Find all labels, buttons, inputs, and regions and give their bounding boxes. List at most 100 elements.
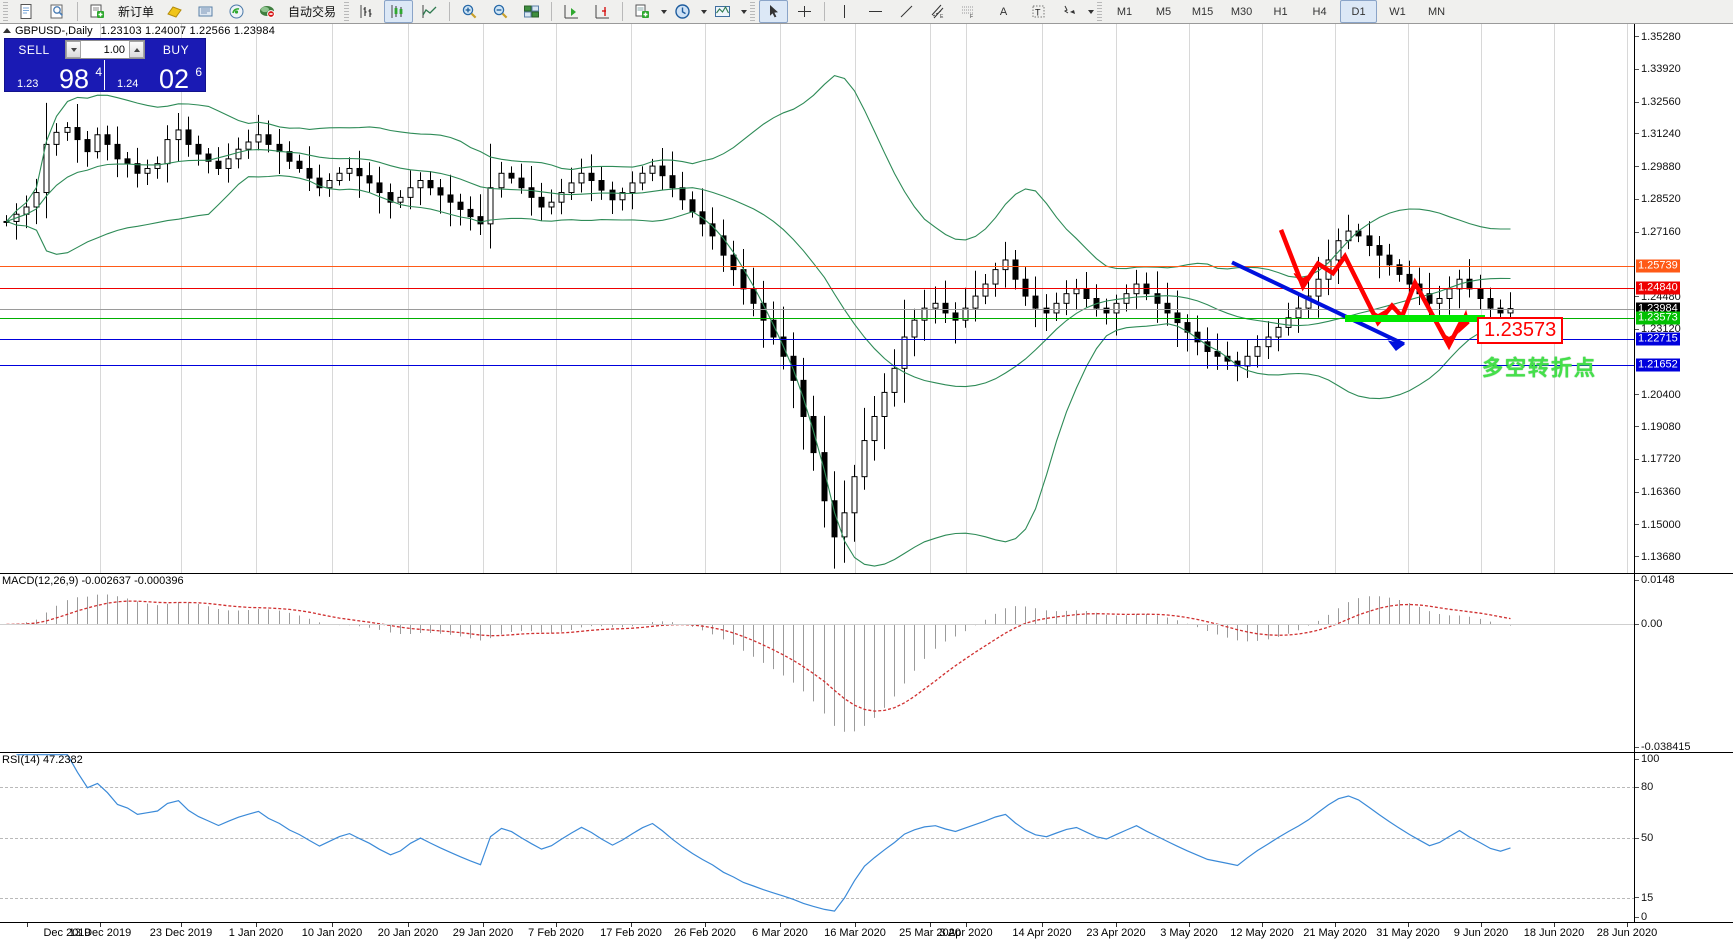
time-tick [1116, 923, 1117, 927]
chart-path [6, 74, 1511, 279]
open-chart-icon[interactable] [43, 0, 72, 23]
templates-icon[interactable] [708, 0, 737, 23]
candle-body [1002, 259, 1009, 271]
macd-plot-area[interactable] [0, 574, 1635, 753]
trendline-icon[interactable] [892, 0, 921, 23]
cursor-icon[interactable] [759, 0, 789, 23]
indicators-icon[interactable] [628, 0, 657, 23]
time-label: 3 May 2020 [1160, 927, 1218, 939]
timeframe-h4[interactable]: H4 [1312, 5, 1327, 18]
equidistant-channel-icon[interactable]: E [923, 0, 952, 23]
price-level-tag[interactable]: 1.25739 [1636, 259, 1680, 273]
zoom-in-icon[interactable] [455, 0, 484, 23]
candle-body [952, 312, 959, 321]
price-level-tag[interactable]: 1.23984 [1636, 302, 1680, 316]
chart-path [6, 175, 1511, 567]
candle-body [1366, 235, 1373, 247]
toolbar-grip-2[interactable] [344, 2, 350, 21]
new-order-icon[interactable] [83, 0, 112, 23]
text-icon[interactable]: A [999, 5, 1008, 18]
sell-price[interactable]: 1.23 98 4 [5, 60, 105, 93]
candlestick-chart-icon[interactable] [384, 0, 414, 23]
candle-body [962, 307, 969, 321]
bar-chart-icon[interactable] [353, 0, 382, 23]
chinese-note-annotation[interactable]: 多空转折点 [1482, 356, 1597, 380]
time-label: 6 Mar 2020 [752, 927, 808, 939]
chevron-down-icon-3[interactable] [741, 9, 748, 14]
text-label-icon[interactable]: T [1024, 0, 1053, 23]
timeframe-m5[interactable]: M5 [1155, 5, 1172, 18]
date-separator [332, 24, 333, 573]
new-order-button[interactable]: 新订单 [118, 5, 155, 19]
candle-body [1083, 288, 1090, 299]
candle-body [649, 165, 656, 174]
candle-body [255, 134, 262, 143]
price-level-tag[interactable]: 1.23573 [1636, 311, 1680, 325]
sell-button[interactable]: SELL [18, 42, 50, 57]
price-plot-area[interactable] [0, 24, 1635, 573]
chevron-down-icon-2[interactable] [701, 9, 708, 14]
price-level-tag[interactable]: 1.21652 [1636, 358, 1680, 372]
candle-body [1396, 264, 1403, 275]
toolbar-grip[interactable] [3, 2, 8, 21]
chart-tile-icon[interactable] [517, 0, 546, 23]
time-axis[interactable]: Dec 2019 13 Dec 2019 23 Dec 2019 1 Jan 2020… [0, 922, 1733, 946]
candle-body [730, 254, 737, 271]
volume-increase-button[interactable] [129, 41, 144, 58]
chevron-down-icon[interactable] [661, 9, 668, 14]
timeframe-mn[interactable]: MN [1427, 5, 1446, 18]
toolbar-grip-3[interactable] [750, 2, 756, 21]
collapse-triangle-icon[interactable] [3, 28, 11, 33]
time-tick [1627, 923, 1628, 927]
timeframe-m1[interactable]: M1 [1116, 5, 1133, 18]
timeframe-m30[interactable]: M30 [1230, 5, 1253, 18]
price-tick: 1.28520 [1635, 193, 1681, 205]
shapes-icon[interactable] [1055, 0, 1084, 23]
candle-body [467, 208, 474, 218]
new-chart-icon[interactable] [12, 0, 41, 23]
candle-body [235, 148, 242, 160]
price-level-tag[interactable]: 1.22715 [1636, 332, 1680, 346]
volume-input[interactable]: 1.00 [103, 43, 125, 56]
rsi-tick: 50 [1635, 832, 1653, 844]
line-chart-icon[interactable] [415, 0, 444, 23]
zoom-out-icon[interactable] [486, 0, 515, 23]
chevron-down-icon-4[interactable] [1088, 9, 1095, 14]
fibonacci-retracement-icon[interactable]: F [954, 0, 983, 23]
buy-button[interactable]: BUY [162, 42, 190, 57]
expert-advisor-icon[interactable] [191, 0, 220, 23]
candle-body [154, 163, 161, 169]
periods-icon[interactable] [668, 0, 697, 23]
auto-scroll-icon[interactable] [557, 0, 586, 23]
time-label: 14 Apr 2020 [1012, 927, 1072, 939]
price-level-tag[interactable]: 1.24840 [1636, 281, 1680, 295]
chart-path [1387, 340, 1406, 351]
timeframe-w1[interactable]: W1 [1389, 5, 1406, 18]
price-callout-annotation[interactable]: 1.23573 [1477, 317, 1564, 344]
candle-body [447, 194, 454, 203]
autotrading-button[interactable]: 自动交易 [288, 5, 337, 19]
candle-body [1446, 288, 1453, 299]
chart-shift-icon[interactable] [588, 0, 617, 23]
timeframe-h1[interactable]: H1 [1273, 5, 1288, 18]
autotrading-icon[interactable] [253, 0, 282, 23]
price-axis[interactable]: 1.35280 1.33920 1.32560 1.31240 1.29880 1.285… [1634, 24, 1733, 573]
volume-decrease-button[interactable] [66, 41, 81, 58]
crosshair-icon[interactable] [790, 0, 819, 23]
rsi-axis: 100 80 50 15 0 [1634, 753, 1733, 923]
buy-price[interactable]: 1.24 02 6 [105, 60, 205, 94]
buy-price-main: 02 [158, 64, 189, 94]
volume-stepper[interactable]: 1.00 [65, 40, 145, 59]
toolbar-grip-4[interactable] [1097, 2, 1103, 21]
candle-body [164, 139, 171, 165]
candle-body [134, 163, 141, 174]
timeframe-m15[interactable]: M15 [1191, 5, 1214, 18]
timeframe-d1[interactable]: D1 [1340, 0, 1378, 23]
date-separator [1627, 24, 1628, 573]
rsi-plot-area[interactable] [0, 753, 1635, 923]
metaeditor-icon[interactable] [160, 0, 189, 23]
vertical-line-icon[interactable] [830, 0, 859, 23]
horizontal-line-icon[interactable] [861, 0, 890, 23]
signals-icon[interactable] [222, 0, 251, 23]
candle-body [1285, 317, 1292, 328]
